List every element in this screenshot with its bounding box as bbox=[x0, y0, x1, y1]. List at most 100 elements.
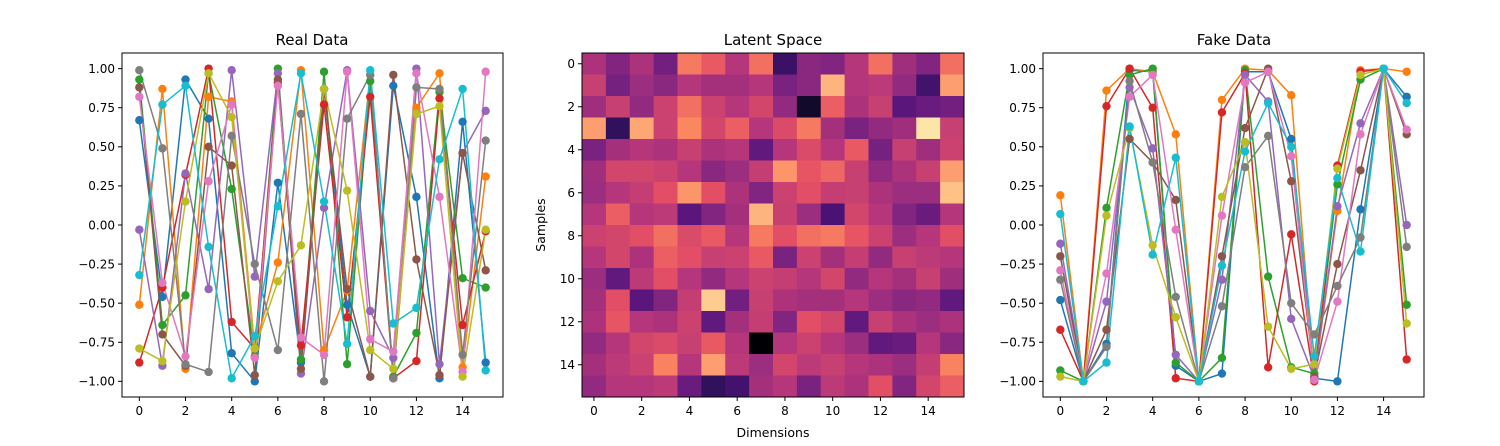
heatmap-cell bbox=[916, 139, 941, 161]
heatmap-cell bbox=[916, 160, 941, 183]
real-data-point bbox=[342, 114, 352, 123]
heatmap-cell bbox=[582, 182, 607, 204]
latent-ticks: 0 2 4 6 8 10 12 14 0 2 4 6 8 10 12 14 bbox=[560, 57, 936, 418]
latent-y-tick-label: 12 bbox=[560, 315, 575, 329]
real-data-point bbox=[181, 81, 190, 91]
heatmap-cell bbox=[773, 311, 798, 333]
real-data-point bbox=[273, 258, 283, 267]
heatmap-cell bbox=[629, 160, 655, 183]
fake-data-point bbox=[1287, 364, 1296, 374]
real-data-point bbox=[389, 319, 398, 328]
heatmap-cell bbox=[582, 225, 607, 247]
real-data-point bbox=[342, 186, 352, 195]
fake-data-point bbox=[1171, 292, 1180, 302]
fake-data-point bbox=[1217, 261, 1227, 270]
fake-data-point bbox=[1287, 152, 1296, 161]
fake-data-point bbox=[1171, 153, 1180, 162]
fake-data-y-tick-label: −1.00 bbox=[999, 375, 1036, 389]
heatmap-cell bbox=[725, 74, 750, 97]
heatmap-cell bbox=[844, 354, 869, 376]
latent-y-tick-label: 4 bbox=[567, 143, 575, 157]
real-data-point bbox=[227, 66, 236, 75]
heatmap-cell bbox=[725, 332, 750, 355]
fake-data-point bbox=[1263, 98, 1273, 108]
heatmap-cell bbox=[605, 160, 631, 183]
real-data-point bbox=[135, 225, 144, 234]
real-data-point bbox=[181, 352, 190, 361]
fake-data-point bbox=[1287, 134, 1296, 144]
fake-data-point bbox=[1356, 119, 1365, 128]
real-data-point bbox=[296, 333, 306, 342]
heatmap-cell bbox=[773, 225, 798, 247]
real-data-point bbox=[158, 292, 167, 302]
heatmap-cell bbox=[844, 96, 869, 118]
heatmap-cell bbox=[725, 246, 750, 269]
heatmap-cell bbox=[773, 203, 798, 226]
real-data-point bbox=[366, 92, 375, 101]
latent-x-tick-label: 10 bbox=[825, 404, 840, 418]
heatmap-cell bbox=[868, 160, 893, 183]
real-data-point bbox=[135, 66, 144, 75]
fake-data-point bbox=[1402, 92, 1411, 101]
heatmap-cell bbox=[653, 354, 678, 376]
heatmap-cell bbox=[892, 225, 917, 247]
heatmap-cell bbox=[796, 96, 822, 118]
real-data-point bbox=[158, 356, 167, 366]
fake-data-point bbox=[1148, 144, 1157, 153]
real-data-series-line-5 bbox=[138, 74, 487, 377]
heatmap-cell bbox=[701, 246, 726, 269]
heatmap-cell bbox=[629, 268, 655, 290]
heatmap-cell bbox=[844, 203, 869, 226]
heatmap-cell bbox=[749, 246, 774, 269]
real-data-x-tick-label: 4 bbox=[228, 404, 236, 418]
heatmap-cell bbox=[773, 354, 798, 376]
fake-data-point bbox=[1217, 302, 1227, 311]
real-data-point bbox=[135, 75, 144, 84]
real-data-point bbox=[366, 76, 375, 86]
fake-data-point bbox=[1217, 275, 1227, 284]
heatmap-cell bbox=[701, 225, 726, 247]
heatmap-cell bbox=[940, 117, 965, 140]
heatmap-cell bbox=[629, 225, 655, 247]
fake-data-point bbox=[1102, 269, 1111, 278]
real-data-point bbox=[458, 350, 467, 359]
heatmap-cell bbox=[844, 53, 869, 75]
latent-x-tick-label: 8 bbox=[781, 404, 789, 418]
fake-data-point bbox=[1356, 233, 1365, 242]
fake-data-series-line-4 bbox=[1059, 65, 1408, 383]
fake-data-point bbox=[1240, 137, 1250, 147]
heatmap-cell bbox=[892, 268, 917, 290]
fake-data-point bbox=[1056, 252, 1065, 261]
fake-data-point bbox=[1148, 70, 1157, 80]
fake-data-x-tick-label: 4 bbox=[1149, 404, 1157, 418]
fake-data-x-tick-label: 2 bbox=[1103, 404, 1111, 418]
fake-data-point bbox=[1102, 203, 1111, 212]
heatmap-cell bbox=[844, 332, 869, 355]
real-data-point bbox=[342, 339, 352, 349]
heatmap-cell bbox=[916, 268, 941, 290]
real-data-y-tick-label: 0.00 bbox=[88, 218, 115, 232]
real-data-point bbox=[435, 69, 444, 78]
heatmap-cell bbox=[940, 289, 965, 312]
fake-data-point bbox=[1102, 325, 1111, 334]
real-data-point bbox=[296, 355, 306, 364]
fake-data-point bbox=[1333, 281, 1342, 291]
heatmap-cell bbox=[582, 375, 607, 398]
real-data-point bbox=[458, 84, 467, 94]
fake-data-point bbox=[1056, 325, 1065, 334]
heatmap-cell bbox=[892, 139, 917, 161]
heatmap-cell bbox=[820, 74, 846, 97]
heatmap-cell bbox=[796, 311, 822, 333]
latent-x-axis-label: Dimensions bbox=[737, 425, 810, 440]
real-data-point bbox=[319, 197, 329, 206]
real-data-y-tick-label: −1.00 bbox=[78, 375, 115, 389]
fake-data-point bbox=[1402, 300, 1411, 309]
real-data-point bbox=[273, 178, 283, 187]
heatmap-cell bbox=[796, 182, 822, 204]
latent-y-tick-label: 6 bbox=[567, 186, 575, 200]
heatmap-cell bbox=[629, 74, 655, 97]
real-data-point bbox=[227, 161, 236, 170]
heatmap-cell bbox=[701, 139, 726, 161]
fake-data-point bbox=[1310, 352, 1319, 361]
